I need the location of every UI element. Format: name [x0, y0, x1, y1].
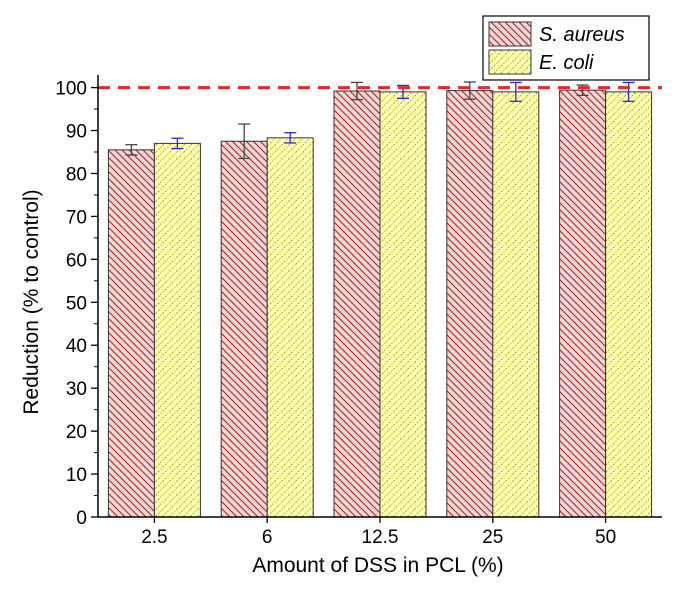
plot-area	[98, 81, 662, 518]
y-tick-label: 100	[55, 79, 87, 100]
y-axis-title: Reduction (% to control)	[20, 189, 43, 414]
y-tick-label: 40	[66, 336, 87, 357]
x-tick-label: 50	[595, 527, 616, 548]
bar-s-aureus-6	[220, 140, 268, 518]
bar-s-aureus-2.5	[107, 149, 155, 518]
y-tick-label: 50	[66, 293, 87, 314]
error-bar	[463, 81, 476, 100]
x-axis-title: Amount of DSS in PCL (%)	[252, 554, 503, 577]
axes: 2.5 6 12.5 25 50 0 10 20 30 40 50 60 70 80 90 100	[55, 75, 662, 548]
error-bar	[509, 81, 522, 102]
y-tick-label: 60	[66, 250, 87, 271]
legend: S. aureus E. coli	[482, 15, 650, 81]
x-tick-label: 25	[482, 527, 503, 548]
bar-e-coli-50	[605, 91, 653, 518]
legend-swatch-s-aureus	[488, 21, 532, 47]
error-bar	[171, 137, 184, 150]
y-tick-label: 80	[66, 164, 87, 185]
bar-s-aureus-25	[446, 90, 494, 518]
bar-e-coli-12.5	[379, 91, 427, 518]
y-tick-label: 30	[66, 379, 87, 400]
y-tick-label: 0	[76, 508, 87, 529]
error-bar	[125, 144, 138, 156]
legend-label-e-coli: E. coli	[539, 52, 594, 74]
error-bar	[238, 123, 251, 160]
y-tick-label: 20	[66, 422, 87, 443]
bar-e-coli-6	[266, 137, 314, 518]
error-bar	[622, 81, 635, 102]
bar-e-coli-25	[492, 91, 540, 518]
bar-s-aureus-50	[559, 89, 607, 518]
x-tick-label: 2.5	[141, 527, 167, 548]
x-tick-label: 6	[262, 527, 273, 548]
bar-s-aureus-12.5	[333, 90, 381, 518]
error-bar	[284, 132, 297, 144]
legend-swatch-e-coli	[488, 49, 532, 75]
x-tick-label: 12.5	[362, 527, 399, 548]
error-bar	[351, 81, 363, 101]
y-tick-label: 90	[66, 122, 87, 143]
y-tick-label: 10	[66, 465, 87, 486]
legend-label-s-aureus: S. aureus	[539, 24, 625, 46]
y-tick-label: 70	[66, 207, 87, 228]
bar-e-coli-2.5	[153, 142, 201, 518]
